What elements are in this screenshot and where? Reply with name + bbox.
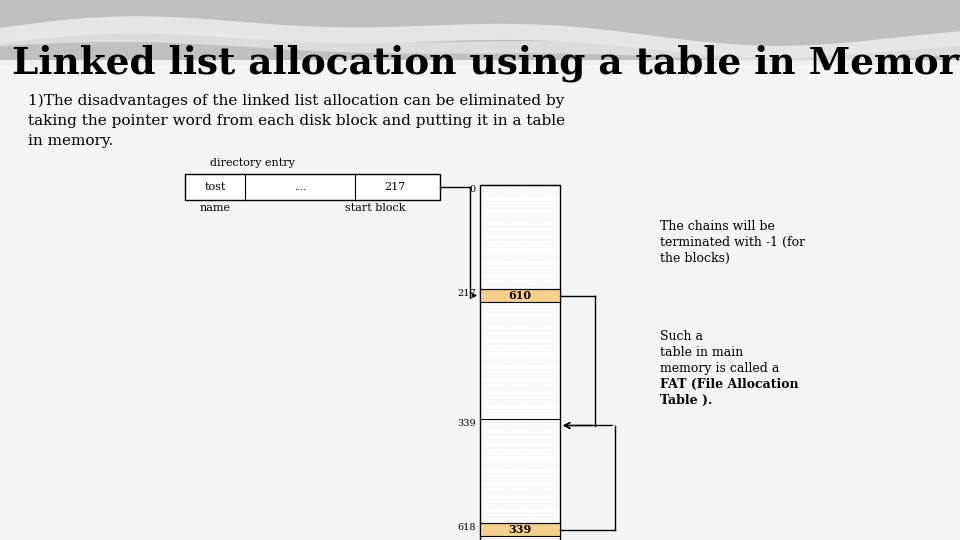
Text: 610: 610: [509, 290, 532, 301]
Text: terminated with -1 (for: terminated with -1 (for: [660, 236, 805, 249]
Text: start block: start block: [345, 203, 405, 213]
Text: 217: 217: [457, 289, 476, 298]
Text: 618: 618: [458, 523, 476, 532]
Text: name: name: [200, 203, 230, 213]
Text: memory is called a: memory is called a: [660, 362, 780, 375]
Bar: [480, 289, 560, 302]
Text: Such a: Such a: [660, 330, 703, 343]
Text: the blocks): the blocks): [660, 252, 730, 265]
Text: tost: tost: [204, 182, 226, 192]
Text: Table ).: Table ).: [660, 394, 712, 407]
Text: The chains will be: The chains will be: [660, 220, 775, 233]
Text: 0: 0: [469, 185, 476, 194]
Text: FAT (File Allocation: FAT (File Allocation: [660, 378, 799, 391]
Bar: [480, 523, 560, 536]
Bar: [480, 185, 560, 540]
Text: directory entry: directory entry: [210, 158, 295, 168]
Bar: [0, 65, 960, 540]
Text: 339: 339: [457, 419, 476, 428]
Text: 339: 339: [509, 524, 532, 535]
Text: in memory.: in memory.: [28, 134, 113, 148]
Text: ....: ....: [294, 183, 306, 192]
Text: 1)The disadvantages of the linked list allocation can be eliminated by: 1)The disadvantages of the linked list a…: [28, 93, 564, 108]
Bar: [185, 174, 440, 200]
Text: 217: 217: [384, 182, 406, 192]
Text: table in main: table in main: [660, 346, 743, 359]
Polygon shape: [0, 28, 960, 62]
Bar: [0, 0, 960, 60]
Text: taking the pointer word from each disk block and putting it in a table: taking the pointer word from each disk b…: [28, 114, 565, 128]
Text: Linked list allocation using a table in Memory: Linked list allocation using a table in …: [12, 44, 960, 82]
Polygon shape: [0, 16, 960, 58]
